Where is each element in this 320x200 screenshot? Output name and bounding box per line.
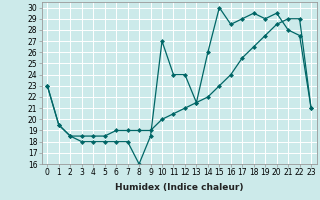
X-axis label: Humidex (Indice chaleur): Humidex (Indice chaleur) (115, 183, 244, 192)
